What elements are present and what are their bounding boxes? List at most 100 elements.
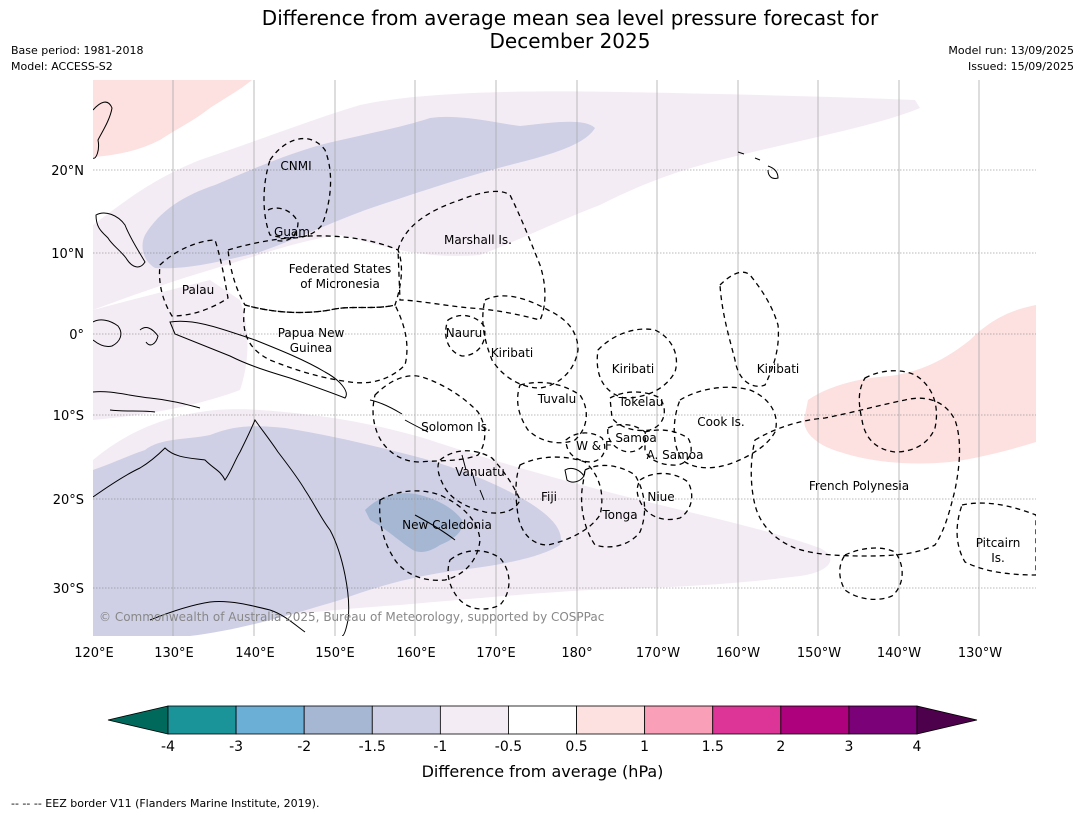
colorbar-tick-label: 1	[640, 739, 649, 755]
label-kiribati-phoenix: Kiribati	[612, 362, 654, 376]
base-model-info: Base period: 1981-2018 Model: ACCESS-S2	[11, 43, 143, 75]
lon-label-130w: 130°W	[958, 646, 1002, 661]
eez-cnmi	[263, 138, 332, 239]
anomaly-positive-light-southeast	[804, 305, 1036, 464]
label-tokelau: Tokelau	[618, 395, 664, 409]
label-png-line1: Papua New	[278, 326, 345, 340]
label-cook: Cook Is.	[697, 415, 744, 429]
colorbar-segment	[712, 705, 782, 735]
colorbar-tick-label: -1	[433, 739, 447, 755]
eez-tuvalu	[517, 381, 587, 444]
eez-guam	[267, 207, 299, 242]
eez-tokelau	[609, 391, 665, 432]
region-labels: CNMI Guam Marshall Is. Federated States …	[182, 159, 1020, 565]
coast-asia	[93, 101, 113, 159]
label-tuvalu: Tuvalu	[537, 392, 577, 406]
coast-philippines	[95, 212, 146, 268]
eez-american-samoa	[644, 429, 692, 466]
label-png-line2: Guinea	[290, 341, 333, 355]
eez-french-polynesia-east	[858, 370, 938, 453]
map-title-line1: Difference from average mean sea level p…	[261, 6, 879, 30]
colorbar-tick-label: -4	[161, 739, 175, 755]
lon-label-140e: 140°E	[235, 646, 275, 661]
colorbar-segment	[576, 705, 646, 735]
label-niue: Niue	[647, 490, 674, 504]
eez-png	[243, 304, 408, 384]
lon-label-140w: 140°W	[877, 646, 921, 661]
eez-footnote: -- -- -- EEZ border V11 (Flanders Marine…	[11, 797, 320, 810]
anomaly-negative-light-west	[93, 280, 248, 420]
anomaly-positive-light-northwest	[93, 80, 252, 157]
coast-fiji	[564, 467, 585, 483]
label-french-polynesia: French Polynesia	[809, 479, 909, 493]
model-run-text: Model run: 13/09/2025	[948, 44, 1074, 57]
longitude-labels: 120°E 130°E 140°E 150°E 160°E 170°E 180°…	[74, 646, 1002, 661]
lon-label-130e: 130°E	[154, 646, 194, 661]
lat-label-20s: 20°S	[53, 493, 84, 508]
eez-solomon	[372, 375, 486, 463]
label-guam: Guam	[274, 225, 310, 239]
lon-label-180: 180°	[561, 646, 592, 661]
colorbar-tick-label: -3	[229, 739, 243, 755]
model-name-text: Model: ACCESS-S2	[11, 60, 113, 73]
label-marshall: Marshall Is.	[444, 233, 512, 247]
colorbar-tick-label: 2	[776, 739, 785, 755]
colorbar-tick-label: 0.5	[565, 739, 587, 755]
label-new-caledonia: New Caledonia	[402, 518, 492, 532]
colorbar-tick-label: 4	[913, 739, 922, 755]
colorbar-segment	[508, 705, 577, 735]
eez-pitcairn	[956, 502, 1036, 576]
eez-tonga	[580, 464, 646, 548]
eez-french-polynesia	[750, 397, 961, 557]
colorbar-extend-high	[916, 705, 978, 735]
colorbar-tick-label: -2	[297, 739, 311, 755]
base-period-text: Base period: 1981-2018	[11, 44, 144, 57]
colorbar-title: Difference from average (hPa)	[421, 762, 664, 781]
colorbar-ticks: -4 -3 -2 -1.5 -1 -0.5 0.5 1 1.5 2 3 4	[161, 739, 922, 755]
graticule-meridians	[172, 80, 980, 636]
eez-niue	[636, 472, 693, 521]
anomaly-fields	[93, 80, 1036, 636]
colorbar-segment	[303, 705, 373, 735]
lon-label-150e: 150°E	[315, 646, 355, 661]
run-issue-info: Model run: 13/09/2025 Issued: 15/09/2025	[948, 43, 1074, 75]
eez-fiji	[515, 456, 603, 546]
coast-new-caledonia	[414, 514, 456, 541]
anomaly-negative-mid-south	[93, 426, 561, 636]
coast-vanuatu	[461, 454, 485, 501]
label-kiribati-line: Kiribati	[757, 362, 799, 376]
colorbar-tick-label: -0.5	[495, 739, 522, 755]
coast-solomons	[369, 399, 429, 433]
colorbar-tick-label: 1.5	[702, 739, 724, 755]
label-tonga: Tonga	[601, 508, 637, 522]
coast-australia	[93, 418, 350, 636]
label-fsm-line1: Federated States	[289, 262, 391, 276]
colorbar-segment	[371, 705, 441, 735]
colorbar-tick-label: -1.5	[359, 739, 386, 755]
eez-samoa	[607, 423, 647, 453]
lon-label-160e: 160°E	[396, 646, 436, 661]
coast-hawaii	[737, 151, 779, 179]
colorbar-extend-low	[107, 705, 169, 735]
map-title-line2: December 2025	[489, 29, 651, 53]
eez-palau	[158, 239, 229, 317]
lat-label-30s: 30°S	[53, 582, 84, 597]
map-title: Difference from average mean sea level p…	[0, 7, 1085, 53]
lon-label-120e: 120°E	[74, 646, 114, 661]
label-american-samoa: A. Samoa	[647, 448, 704, 462]
lat-label-0: 0°	[69, 328, 84, 343]
label-pitcairn-line1: Pitcairn	[976, 536, 1021, 550]
eez-kiribati-line	[719, 271, 780, 387]
eez-pitcairn-south	[839, 547, 903, 601]
colorbar-segment	[439, 705, 509, 735]
copyright-text: © Commonwealth of Australia 2025, Bureau…	[99, 610, 604, 624]
anomaly-negative-light-north	[93, 91, 920, 310]
label-vanuatu: Vanuatu	[455, 465, 505, 479]
coast-borneo-sulawesi	[93, 319, 159, 347]
colorbar-segment	[167, 705, 237, 735]
coastlines	[93, 101, 779, 636]
label-pitcairn-line2: Is.	[991, 551, 1005, 565]
lon-label-150w: 150°W	[797, 646, 841, 661]
coast-new-guinea	[169, 320, 347, 399]
eez-wallis-futuna	[565, 432, 606, 463]
